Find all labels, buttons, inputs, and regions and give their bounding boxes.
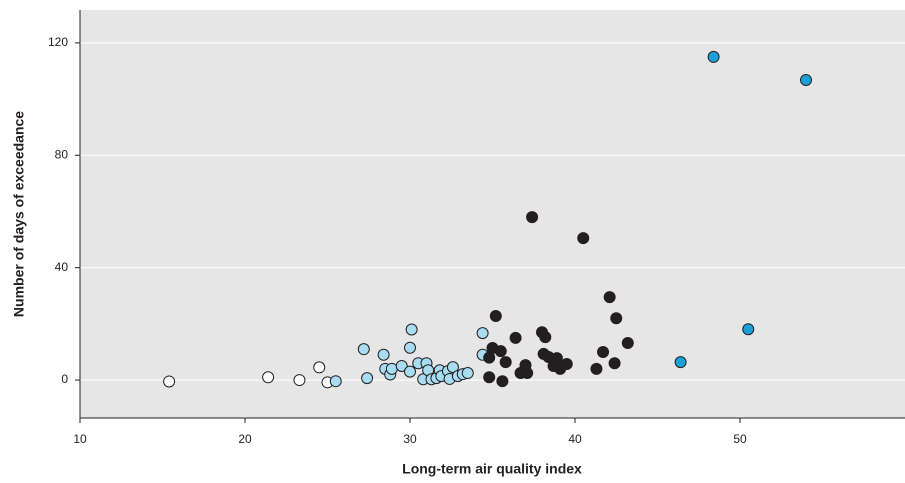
point bbox=[404, 341, 416, 354]
y-tick-label: 0 bbox=[61, 372, 68, 386]
x-tick-label: 30 bbox=[403, 432, 417, 446]
y-tick-label: 80 bbox=[55, 147, 69, 161]
point bbox=[742, 323, 755, 336]
point bbox=[357, 343, 370, 356]
x-tick-label: 10 bbox=[73, 432, 87, 446]
x-tick-label: 50 bbox=[733, 432, 747, 446]
point bbox=[550, 352, 563, 365]
x-axis-title: Long-term air quality index bbox=[402, 461, 582, 477]
y-tick-label: 40 bbox=[55, 260, 69, 274]
point bbox=[674, 356, 687, 369]
point bbox=[395, 360, 408, 373]
point bbox=[539, 331, 552, 344]
point bbox=[509, 331, 522, 344]
point bbox=[610, 312, 623, 325]
point bbox=[521, 367, 534, 380]
point bbox=[597, 345, 610, 358]
point bbox=[494, 345, 507, 358]
x-tick-label: 20 bbox=[238, 432, 252, 446]
point bbox=[526, 211, 539, 224]
point bbox=[461, 367, 474, 380]
point bbox=[590, 362, 603, 375]
point bbox=[577, 232, 590, 245]
point bbox=[385, 362, 398, 375]
point bbox=[361, 372, 374, 385]
point bbox=[489, 310, 502, 322]
point bbox=[483, 371, 496, 384]
point bbox=[707, 50, 720, 63]
point bbox=[621, 336, 634, 349]
point bbox=[293, 374, 306, 387]
point bbox=[800, 73, 812, 86]
point bbox=[608, 357, 621, 370]
point bbox=[560, 358, 573, 371]
x-tick-label: 40 bbox=[568, 432, 582, 446]
y-tick-label: 120 bbox=[48, 35, 68, 49]
point bbox=[262, 371, 275, 384]
point bbox=[496, 375, 509, 388]
point bbox=[446, 361, 459, 374]
point bbox=[499, 356, 512, 369]
point bbox=[377, 348, 390, 361]
point bbox=[313, 361, 326, 374]
point bbox=[163, 375, 176, 388]
point bbox=[405, 323, 418, 336]
point bbox=[476, 327, 489, 340]
grid bbox=[80, 42, 905, 381]
point bbox=[603, 291, 616, 304]
point bbox=[404, 365, 416, 378]
y-axis-title: Number of days of exceedance bbox=[11, 111, 27, 317]
marks bbox=[163, 50, 812, 389]
point bbox=[329, 375, 342, 388]
